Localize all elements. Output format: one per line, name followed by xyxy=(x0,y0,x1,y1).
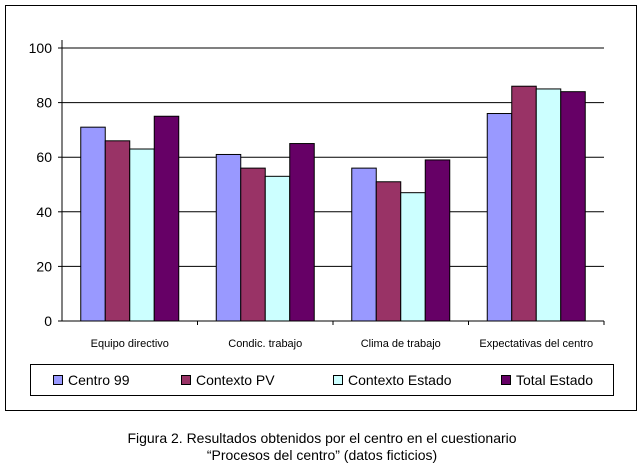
legend-item: Centro 99 xyxy=(53,372,129,388)
bar xyxy=(80,126,106,322)
x-tick-label: Equipo directivo xyxy=(91,338,169,350)
bar xyxy=(375,181,402,322)
legend-item: Total Estado xyxy=(501,372,593,388)
x-tick-label: Clima de trabajo xyxy=(361,338,441,350)
bar xyxy=(215,153,242,322)
x-tick-label: Expectativas del centro xyxy=(479,338,593,350)
caption-line-2: “Procesos del centro” (datos ficticios) xyxy=(206,447,438,463)
y-tick-label: 0 xyxy=(44,313,52,329)
bar xyxy=(104,140,131,322)
bar xyxy=(400,192,426,322)
x-tick-label: Condic. trabajo xyxy=(228,338,302,350)
legend-swatch xyxy=(53,375,63,385)
bar xyxy=(240,167,266,322)
y-tick-label: 40 xyxy=(36,204,52,220)
legend-swatch xyxy=(501,375,511,385)
bar xyxy=(486,113,513,322)
caption-line-1: Figura 2. Resultados obtenidos por el ce… xyxy=(127,430,517,446)
legend-item: Contexto PV xyxy=(181,372,275,388)
y-tick-label: 60 xyxy=(36,149,52,165)
figure-caption: Figura 2. Resultados obtenidos por el ce… xyxy=(0,430,644,464)
bar xyxy=(351,167,377,322)
legend-label: Centro 99 xyxy=(68,372,130,388)
y-tick-label: 100 xyxy=(29,40,53,56)
chart-frame: 0 20 40 60 80 100 Equipo directivo Condic. trab… xyxy=(5,5,637,411)
bar xyxy=(511,85,537,322)
legend-label: Contexto Estado xyxy=(348,372,452,388)
bar xyxy=(535,88,562,322)
bar xyxy=(153,115,180,322)
y-tick-label: 20 xyxy=(36,258,52,274)
bar xyxy=(424,159,451,322)
legend-item: Contexto Estado xyxy=(333,372,452,388)
bar xyxy=(289,143,315,322)
y-tick-label: 80 xyxy=(36,95,52,111)
legend: Centro 99 Contexto PV Contexto Estado Total… xyxy=(30,364,614,396)
legend-label: Total Estado xyxy=(516,372,594,388)
bar-chart: 0 20 40 60 80 100 Equipo directivo Condic. trab… xyxy=(29,40,605,350)
legend-swatch xyxy=(333,375,343,385)
legend-label: Contexto PV xyxy=(196,372,275,388)
legend-swatch xyxy=(181,375,191,385)
bar xyxy=(129,148,155,322)
bar xyxy=(264,175,291,322)
bar xyxy=(560,91,586,322)
